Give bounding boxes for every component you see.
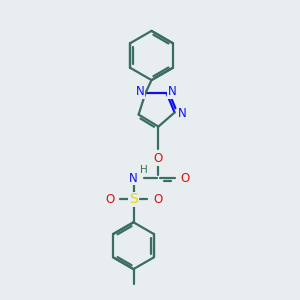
Text: N: N bbox=[167, 85, 176, 98]
Text: O: O bbox=[153, 193, 162, 206]
Text: N: N bbox=[129, 172, 138, 185]
Text: O: O bbox=[181, 172, 190, 185]
Text: S: S bbox=[129, 192, 138, 206]
Text: O: O bbox=[154, 152, 163, 165]
Text: O: O bbox=[105, 193, 114, 206]
Text: N: N bbox=[136, 85, 145, 98]
Text: N: N bbox=[178, 106, 187, 120]
Text: H: H bbox=[140, 165, 148, 175]
